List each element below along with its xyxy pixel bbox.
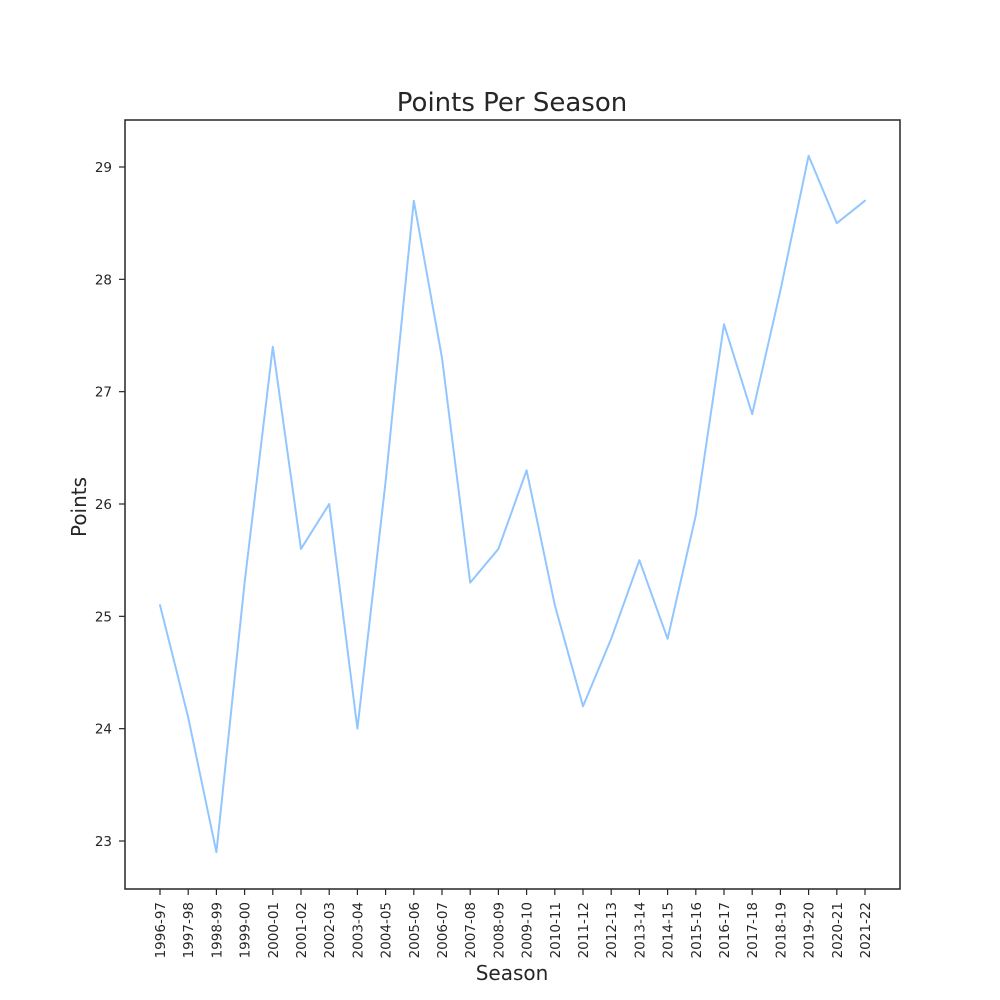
x-tick-label: 2015-16	[689, 902, 705, 958]
x-tick-label: 2012-13	[604, 902, 620, 958]
x-tick-label: 2007-08	[463, 902, 479, 958]
y-axis: 23 24 25 26 27 28 29	[95, 160, 125, 850]
chart-title: Points Per Season	[397, 88, 627, 118]
y-tick-label: 28	[95, 272, 112, 288]
x-tick-label: 2008-09	[491, 902, 507, 958]
x-tick-label: 2004-05	[379, 902, 395, 958]
x-tick-label: 2006-07	[435, 902, 451, 958]
x-tick-label: 2019-20	[802, 902, 818, 958]
y-tick-label: 27	[95, 385, 112, 401]
x-tick-label: 2010-11	[548, 902, 564, 958]
x-tick-label: 1999-00	[238, 902, 254, 958]
x-tick-label: 2011-12	[576, 902, 592, 958]
x-tick-label: 2009-10	[520, 902, 536, 958]
x-tick-label: 2003-04	[350, 902, 366, 958]
y-tick-label: 24	[95, 722, 112, 738]
y-tick-label: 25	[95, 609, 112, 625]
plot-series	[159, 154, 866, 854]
y-tick-label: 29	[95, 160, 112, 176]
x-axis: 1996-97 1997-98 1998-99 1999-00 2000-01 2001-…	[153, 889, 874, 958]
x-tick-label: 2005-06	[407, 902, 423, 958]
x-tick-label: 1998-99	[209, 902, 225, 958]
x-tick-label: 2016-17	[717, 902, 733, 958]
x-tick-label: 2002-03	[322, 902, 338, 958]
y-axis-label: Points	[67, 477, 91, 537]
plot-frame	[124, 119, 901, 890]
x-tick-label: 2020-21	[830, 902, 846, 958]
x-axis-label: Season	[476, 961, 549, 985]
y-tick-label: 26	[95, 497, 112, 513]
x-tick-label: 2017-18	[745, 902, 761, 958]
x-tick-label: 2013-14	[632, 902, 648, 958]
x-tick-label: 2000-01	[266, 902, 282, 958]
x-tick-label: 2021-22	[858, 902, 874, 958]
y-tick-label: 23	[95, 834, 112, 850]
x-tick-label: 2001-02	[294, 902, 310, 958]
series-line	[159, 154, 866, 854]
x-tick-label: 2014-15	[661, 902, 677, 958]
x-tick-label: 1997-98	[181, 902, 197, 958]
x-tick-label: 2018-19	[773, 902, 789, 958]
x-tick-label: 1996-97	[153, 902, 169, 958]
